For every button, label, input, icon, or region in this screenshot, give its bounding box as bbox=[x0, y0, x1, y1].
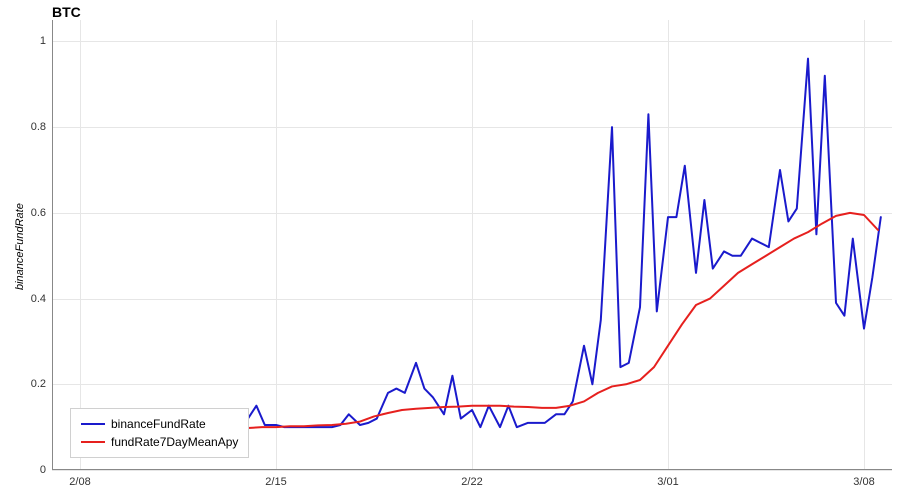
y-tick-label: 0.2 bbox=[31, 378, 52, 390]
legend-label: fundRate7DayMeanApy bbox=[111, 435, 238, 449]
y-tick-label: 0.8 bbox=[31, 121, 52, 133]
legend-item: binanceFundRate bbox=[81, 415, 238, 433]
x-tick-label: 2/22 bbox=[461, 470, 482, 488]
legend: binanceFundRate fundRate7DayMeanApy bbox=[70, 408, 249, 458]
series-layer bbox=[52, 20, 892, 470]
x-tick-label: 3/08 bbox=[853, 470, 874, 488]
x-tick-label: 3/01 bbox=[657, 470, 678, 488]
legend-item: fundRate7DayMeanApy bbox=[81, 433, 238, 451]
y-axis-label: binanceFundRate bbox=[14, 203, 26, 290]
x-tick-label: 2/08 bbox=[69, 470, 90, 488]
y-tick-label: 1 bbox=[40, 35, 52, 47]
series-line bbox=[220, 59, 881, 428]
series-line bbox=[220, 213, 878, 432]
plot-area: 00.20.40.60.81 2/082/152/223/013/08 bina… bbox=[52, 20, 892, 470]
legend-swatch bbox=[81, 423, 105, 425]
legend-label: binanceFundRate bbox=[111, 417, 206, 431]
legend-swatch bbox=[81, 441, 105, 443]
chart-title: BTC bbox=[52, 4, 81, 20]
x-tick-label: 2/15 bbox=[265, 470, 286, 488]
y-tick-label: 0.4 bbox=[31, 293, 52, 305]
y-tick-label: 0.6 bbox=[31, 207, 52, 219]
chart-container: BTC binanceFundRate 00.20.40.60.81 2/082… bbox=[0, 0, 900, 500]
y-tick-label: 0 bbox=[40, 464, 52, 476]
